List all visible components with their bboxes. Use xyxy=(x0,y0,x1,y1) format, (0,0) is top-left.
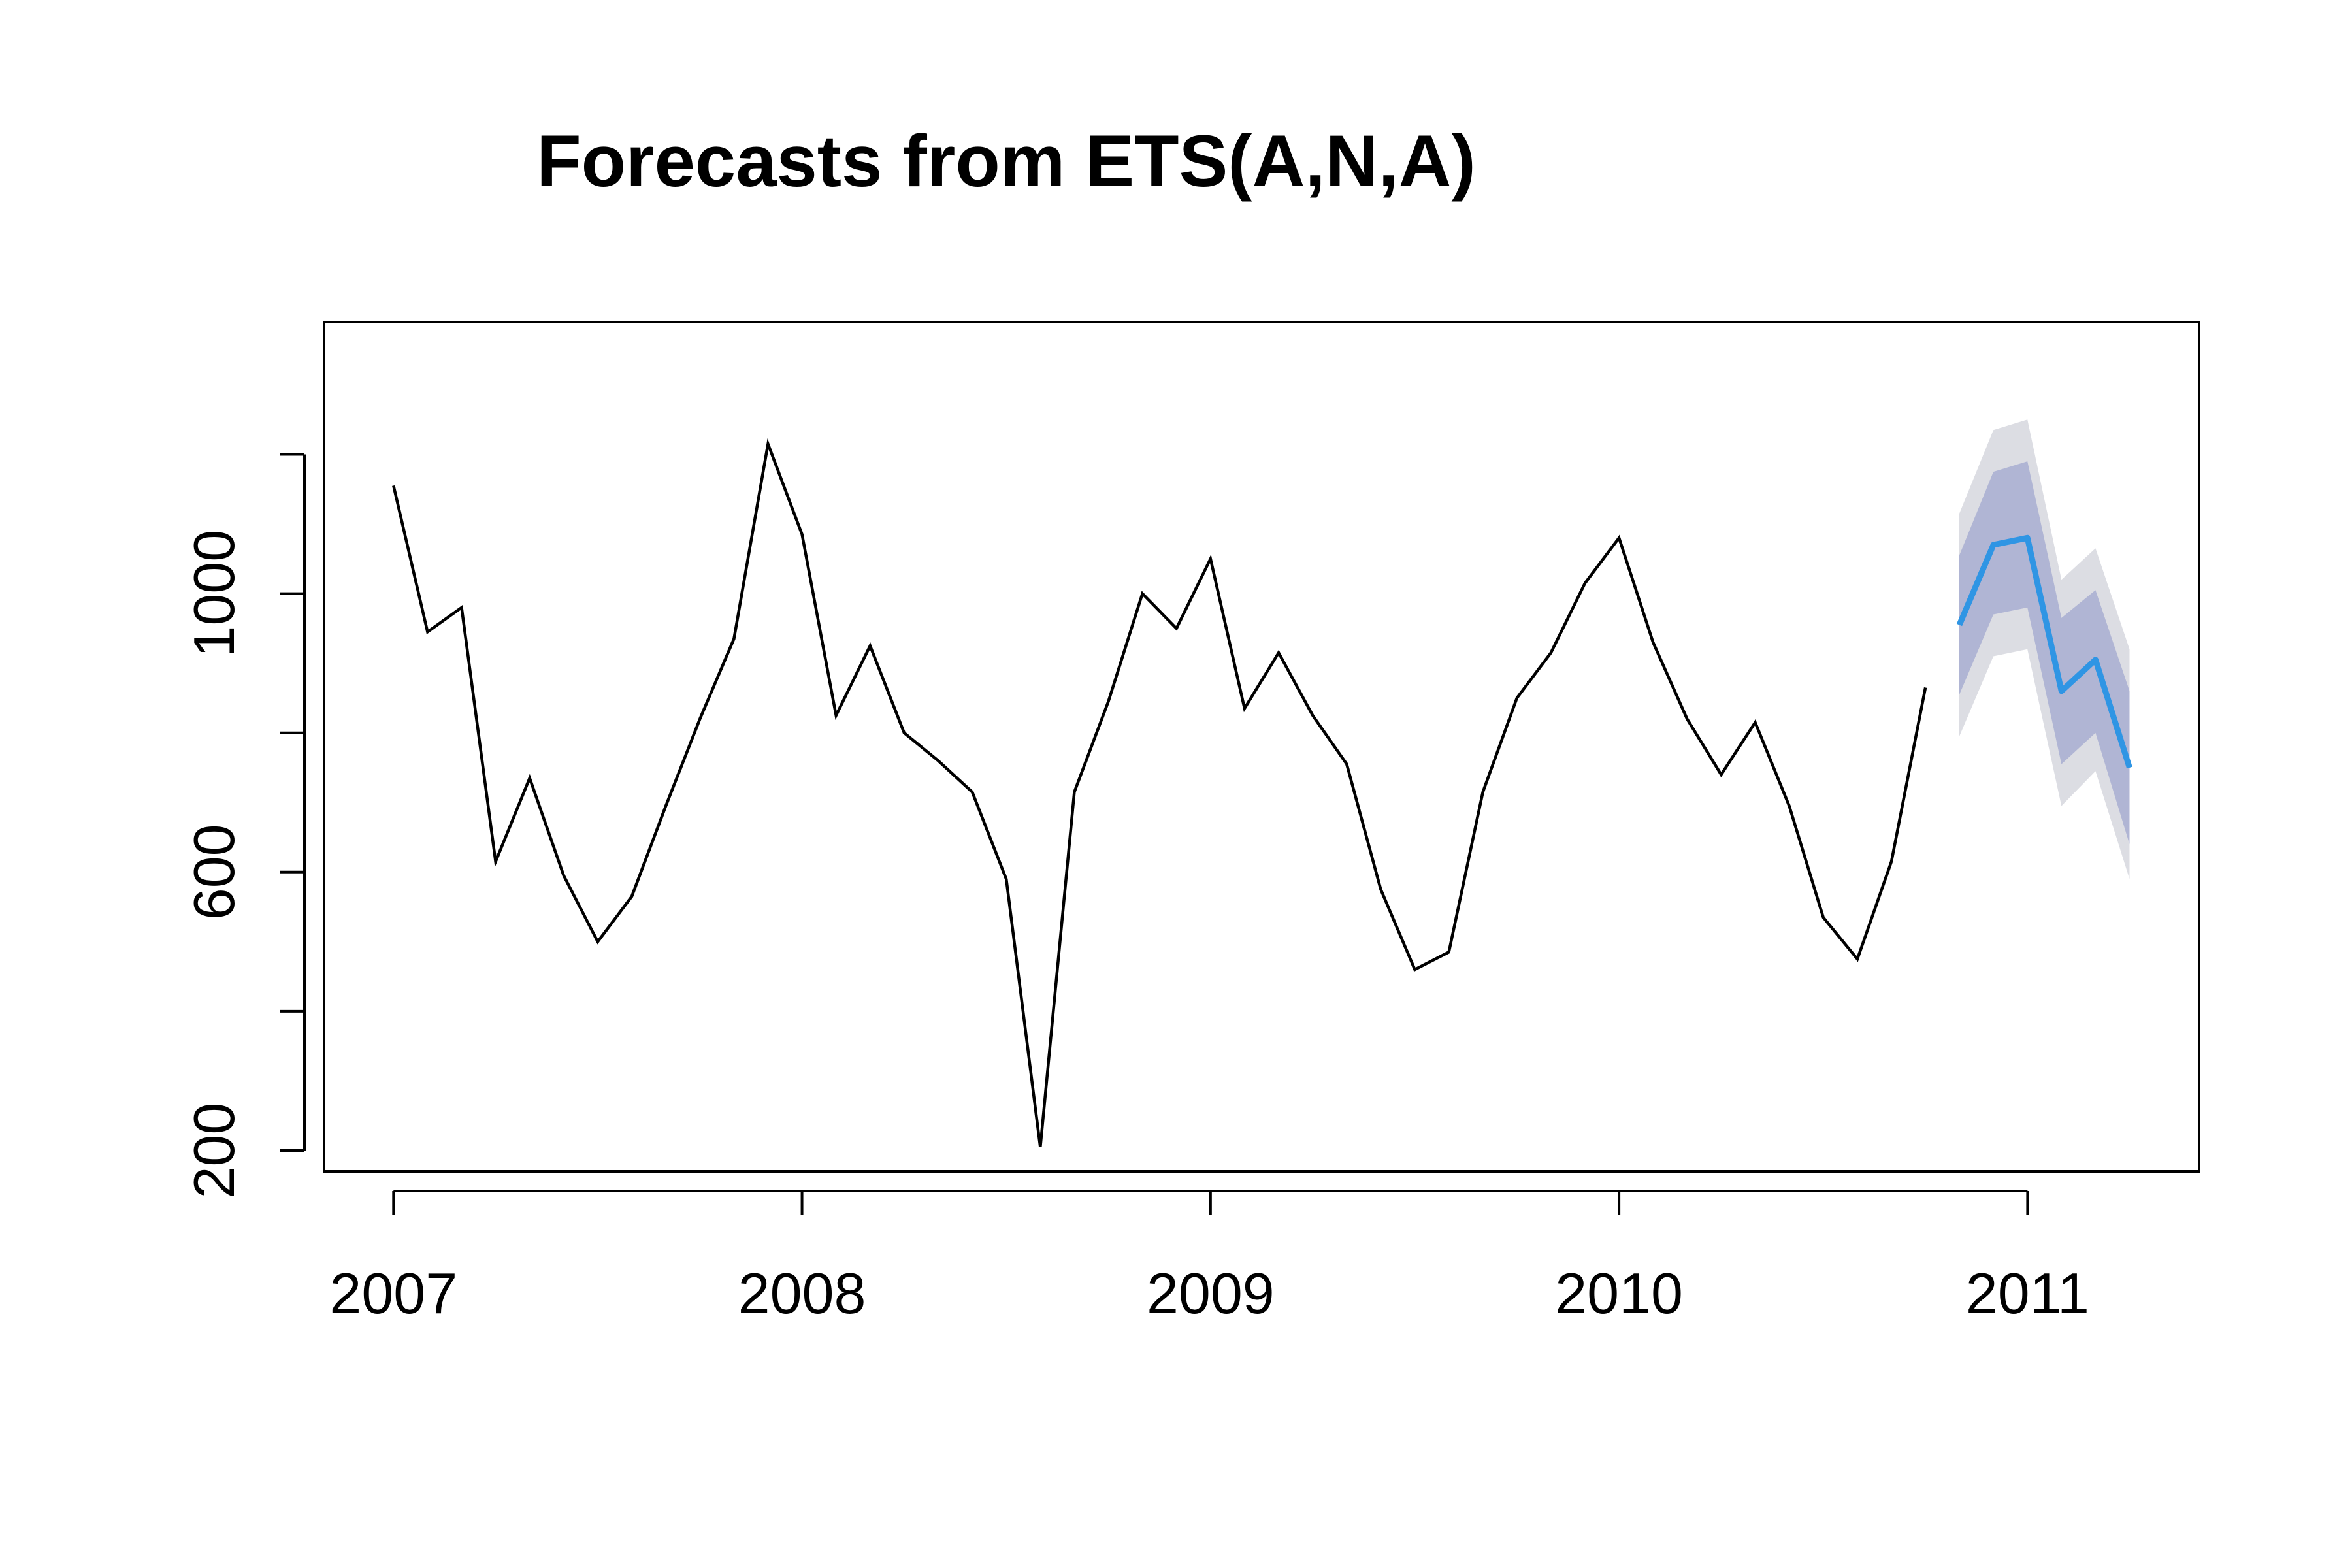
chart-title: Forecasts from ETS(A,N,A) xyxy=(536,120,1476,202)
x-tick-label: 2011 xyxy=(1966,1261,2089,1326)
forecast-mean-line xyxy=(1956,534,2132,769)
plot-frame xyxy=(323,321,2200,1173)
history-series xyxy=(392,438,1927,1147)
forecast-series xyxy=(1956,534,2132,769)
band-80 xyxy=(1959,461,2130,845)
history-line xyxy=(392,438,1927,1147)
y-axis: 200 600 1000 xyxy=(182,453,306,1199)
x-tick-label: 2009 xyxy=(1147,1261,1275,1326)
prediction-intervals xyxy=(1959,419,2130,879)
x-tick-label: 2010 xyxy=(1555,1261,1683,1326)
x-tick-label: 2007 xyxy=(329,1261,457,1326)
y-tick-label: 200 xyxy=(182,1103,246,1199)
y-tick-label: 1000 xyxy=(182,530,246,658)
x-tick-label: 2008 xyxy=(738,1261,866,1326)
y-tick-label: 600 xyxy=(182,824,246,920)
x-axis: 2007 2008 2009 2010 2011 xyxy=(329,1190,2089,1326)
